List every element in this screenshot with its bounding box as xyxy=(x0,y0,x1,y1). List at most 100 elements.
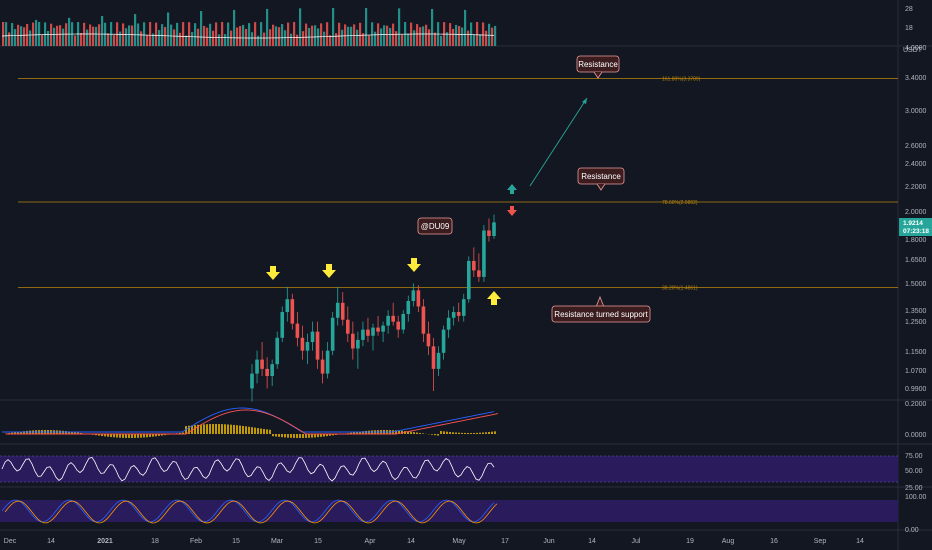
volume-bar xyxy=(65,23,68,46)
volume-bar xyxy=(425,24,428,46)
macd-histogram-bar xyxy=(77,432,79,434)
callout-resistance-top: Resistance xyxy=(576,55,620,79)
macd-histogram-bar xyxy=(191,425,193,434)
volume-bar xyxy=(176,22,179,46)
axis-tick: 0.0000 xyxy=(905,432,927,439)
macd-histogram-bar xyxy=(290,434,292,438)
volume-bar xyxy=(221,22,224,46)
volume-bar xyxy=(20,26,23,46)
price-axis-tick: 1.5000 xyxy=(905,281,927,288)
volume-bar xyxy=(290,33,293,46)
candle-body xyxy=(351,333,355,349)
time-axis-label: 2021 xyxy=(97,538,113,545)
macd-histogram-bar xyxy=(20,431,22,434)
macd-histogram-bar xyxy=(398,430,400,434)
volume-bar xyxy=(149,22,152,46)
volume-bar xyxy=(47,30,50,46)
price-axis-tick: 2.4000 xyxy=(905,161,927,168)
macd-histogram-bar xyxy=(65,431,67,434)
red-down-arrow-icon xyxy=(507,206,517,216)
macd-histogram-bar xyxy=(134,434,136,438)
volume-bar xyxy=(296,34,299,46)
macd-histogram-bar xyxy=(467,432,469,434)
candle-body xyxy=(275,337,280,365)
volume-bar xyxy=(491,27,494,46)
volume-bar xyxy=(227,22,230,46)
axis-tick: 0.2000 xyxy=(905,401,927,408)
price-axis-tick: 3.4000 xyxy=(905,75,927,82)
macd-histogram-bar xyxy=(455,432,457,434)
candle-body xyxy=(396,321,401,330)
volume-bar xyxy=(125,28,128,46)
volume-bar xyxy=(320,23,323,46)
candle-body xyxy=(300,337,305,351)
time-axis-label: 15 xyxy=(232,538,240,545)
volume-bar xyxy=(317,28,320,46)
macd-histogram-bar xyxy=(269,429,271,434)
volume-bar xyxy=(419,27,422,46)
price-axis-tick: 1.6500 xyxy=(905,257,927,264)
macd-histogram-bar xyxy=(320,434,322,437)
time-axis-label: 14 xyxy=(856,538,864,545)
macd-histogram-bar xyxy=(140,434,142,438)
volume-bar xyxy=(398,8,401,46)
volume-bar xyxy=(251,32,254,46)
axis-tick: 25.00 xyxy=(905,485,923,492)
macd-histogram-bar xyxy=(293,434,295,438)
macd-histogram-bar xyxy=(434,434,436,436)
fib-levels: 161.80%(3.3789) 78.60%(2.0802) 38.20%(1.48… xyxy=(18,77,898,292)
volume-bar xyxy=(62,28,65,46)
macd-histogram-bar xyxy=(188,425,190,434)
candle-body xyxy=(280,312,285,338)
price-axis-tick: 4.0000 xyxy=(905,45,927,52)
volume-bar xyxy=(89,24,92,46)
stoch-band xyxy=(0,500,898,522)
stoch-k-line xyxy=(1,499,495,523)
time-axis-label: Apr xyxy=(365,538,377,545)
volume-bar xyxy=(428,29,431,46)
volume-bar xyxy=(35,19,38,46)
macd-histogram-bar xyxy=(395,430,397,434)
volume-bar xyxy=(362,33,365,46)
volume-bar xyxy=(368,35,371,46)
macd-histogram-bar xyxy=(152,434,154,437)
time-axis-label: 14 xyxy=(588,538,596,545)
volume-bar xyxy=(323,31,326,46)
macd-histogram-bar xyxy=(446,431,448,434)
macd-histogram-bar xyxy=(296,434,298,438)
macd-histogram-bar xyxy=(329,434,331,436)
volume-bar xyxy=(344,24,347,46)
macd-histogram-bar xyxy=(485,432,487,434)
arrow-up-icon xyxy=(487,291,501,305)
price-axis-tick: 1.0700 xyxy=(905,368,927,375)
macd-histogram-bar xyxy=(461,432,463,434)
macd-histogram-bar xyxy=(308,434,310,438)
macd-histogram-bar xyxy=(149,434,151,437)
volume-bar xyxy=(197,28,200,46)
macd-histogram-bar xyxy=(71,431,73,434)
candle-body xyxy=(315,331,320,360)
candle-body xyxy=(376,327,380,332)
candle-body xyxy=(295,323,300,338)
macd-line xyxy=(2,407,495,433)
volume-bar xyxy=(134,14,137,46)
candle-body xyxy=(472,260,476,271)
volume-bar xyxy=(371,22,374,46)
macd-histogram-bar xyxy=(317,434,319,438)
candle-body xyxy=(406,300,411,314)
macd-histogram-bar xyxy=(248,426,250,434)
volume-bar xyxy=(209,23,212,46)
time-axis-label: Mar xyxy=(271,538,284,545)
macd-histogram-bar xyxy=(482,432,484,434)
candle-body xyxy=(255,359,259,374)
volume-bar xyxy=(401,34,404,46)
macd-histogram-bar xyxy=(131,434,133,438)
candle-body xyxy=(340,302,345,320)
macd-histogram-bar xyxy=(311,434,313,438)
macd-histogram-bar xyxy=(452,432,454,434)
candle-body xyxy=(386,315,390,326)
volume-bar xyxy=(32,22,35,46)
candle-body xyxy=(265,368,269,377)
macd-histogram-bar xyxy=(179,432,181,434)
volume-bar xyxy=(14,29,17,46)
